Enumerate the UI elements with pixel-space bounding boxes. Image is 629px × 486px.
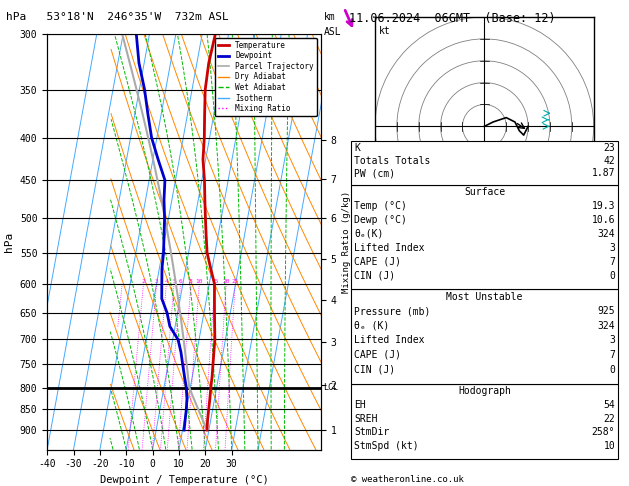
Text: © weatheronline.co.uk: © weatheronline.co.uk xyxy=(351,474,464,484)
Text: 30: 30 xyxy=(388,215,397,221)
X-axis label: Dewpoint / Temperature (°C): Dewpoint / Temperature (°C) xyxy=(99,475,269,485)
Text: StmSpd (kt): StmSpd (kt) xyxy=(354,441,419,451)
Text: Dewp (°C): Dewp (°C) xyxy=(354,215,407,225)
Text: 20: 20 xyxy=(223,279,230,284)
Text: 3: 3 xyxy=(610,243,615,253)
Text: 0: 0 xyxy=(610,271,615,281)
Text: Pressure (mb): Pressure (mb) xyxy=(354,306,430,316)
Text: 23: 23 xyxy=(603,143,615,154)
Text: SREH: SREH xyxy=(354,414,377,424)
Text: θₑ(K): θₑ(K) xyxy=(354,229,384,239)
Text: CIN (J): CIN (J) xyxy=(354,364,395,375)
Text: 10.6: 10.6 xyxy=(592,215,615,225)
Text: EH: EH xyxy=(354,400,366,410)
Text: LCL: LCL xyxy=(323,383,338,392)
Text: Most Unstable: Most Unstable xyxy=(447,292,523,302)
Y-axis label: hPa: hPa xyxy=(4,232,14,252)
Text: 8: 8 xyxy=(189,279,193,284)
Text: 3: 3 xyxy=(610,335,615,346)
Text: 54: 54 xyxy=(603,400,615,410)
Text: Lifted Index: Lifted Index xyxy=(354,335,425,346)
Text: 324: 324 xyxy=(598,321,615,331)
Text: θₑ (K): θₑ (K) xyxy=(354,321,389,331)
Legend: Temperature, Dewpoint, Parcel Trajectory, Dry Adiabat, Wet Adiabat, Isotherm, Mi: Temperature, Dewpoint, Parcel Trajectory… xyxy=(214,38,317,116)
Text: kt: kt xyxy=(379,26,391,36)
Text: StmDir: StmDir xyxy=(354,428,389,437)
Text: hPa   53°18'N  246°35'W  732m ASL: hPa 53°18'N 246°35'W 732m ASL xyxy=(6,12,229,22)
Text: 324: 324 xyxy=(598,229,615,239)
Text: PW (cm): PW (cm) xyxy=(354,168,395,178)
Text: Temp (°C): Temp (°C) xyxy=(354,201,407,211)
Text: 20: 20 xyxy=(419,185,427,191)
Text: 25: 25 xyxy=(231,279,239,284)
Text: 7: 7 xyxy=(610,257,615,267)
Text: 6: 6 xyxy=(179,279,182,284)
Text: CAPE (J): CAPE (J) xyxy=(354,350,401,360)
Text: 11.06.2024  06GMT  (Base: 12): 11.06.2024 06GMT (Base: 12) xyxy=(349,12,555,25)
Text: Surface: Surface xyxy=(464,187,505,197)
Text: 3: 3 xyxy=(155,279,159,284)
Text: 7: 7 xyxy=(610,350,615,360)
Text: 4: 4 xyxy=(165,279,168,284)
Text: 42: 42 xyxy=(603,156,615,166)
Text: Totals Totals: Totals Totals xyxy=(354,156,430,166)
Text: K: K xyxy=(354,143,360,154)
Y-axis label: Mixing Ratio (g/kg): Mixing Ratio (g/kg) xyxy=(342,191,351,293)
Text: 1.87: 1.87 xyxy=(592,168,615,178)
Text: 15: 15 xyxy=(211,279,218,284)
Text: Lifted Index: Lifted Index xyxy=(354,243,425,253)
Text: 22: 22 xyxy=(603,414,615,424)
Text: 10: 10 xyxy=(603,441,615,451)
Text: 19.3: 19.3 xyxy=(592,201,615,211)
Text: 258°: 258° xyxy=(592,428,615,437)
Text: 2: 2 xyxy=(142,279,145,284)
Text: ASL: ASL xyxy=(324,27,342,37)
Text: 10: 10 xyxy=(450,154,458,160)
Text: 10: 10 xyxy=(196,279,203,284)
Text: CIN (J): CIN (J) xyxy=(354,271,395,281)
Text: km: km xyxy=(324,12,336,22)
Text: 5: 5 xyxy=(172,279,176,284)
Text: CAPE (J): CAPE (J) xyxy=(354,257,401,267)
Text: 0: 0 xyxy=(610,364,615,375)
Text: Hodograph: Hodograph xyxy=(458,386,511,397)
Text: 925: 925 xyxy=(598,306,615,316)
